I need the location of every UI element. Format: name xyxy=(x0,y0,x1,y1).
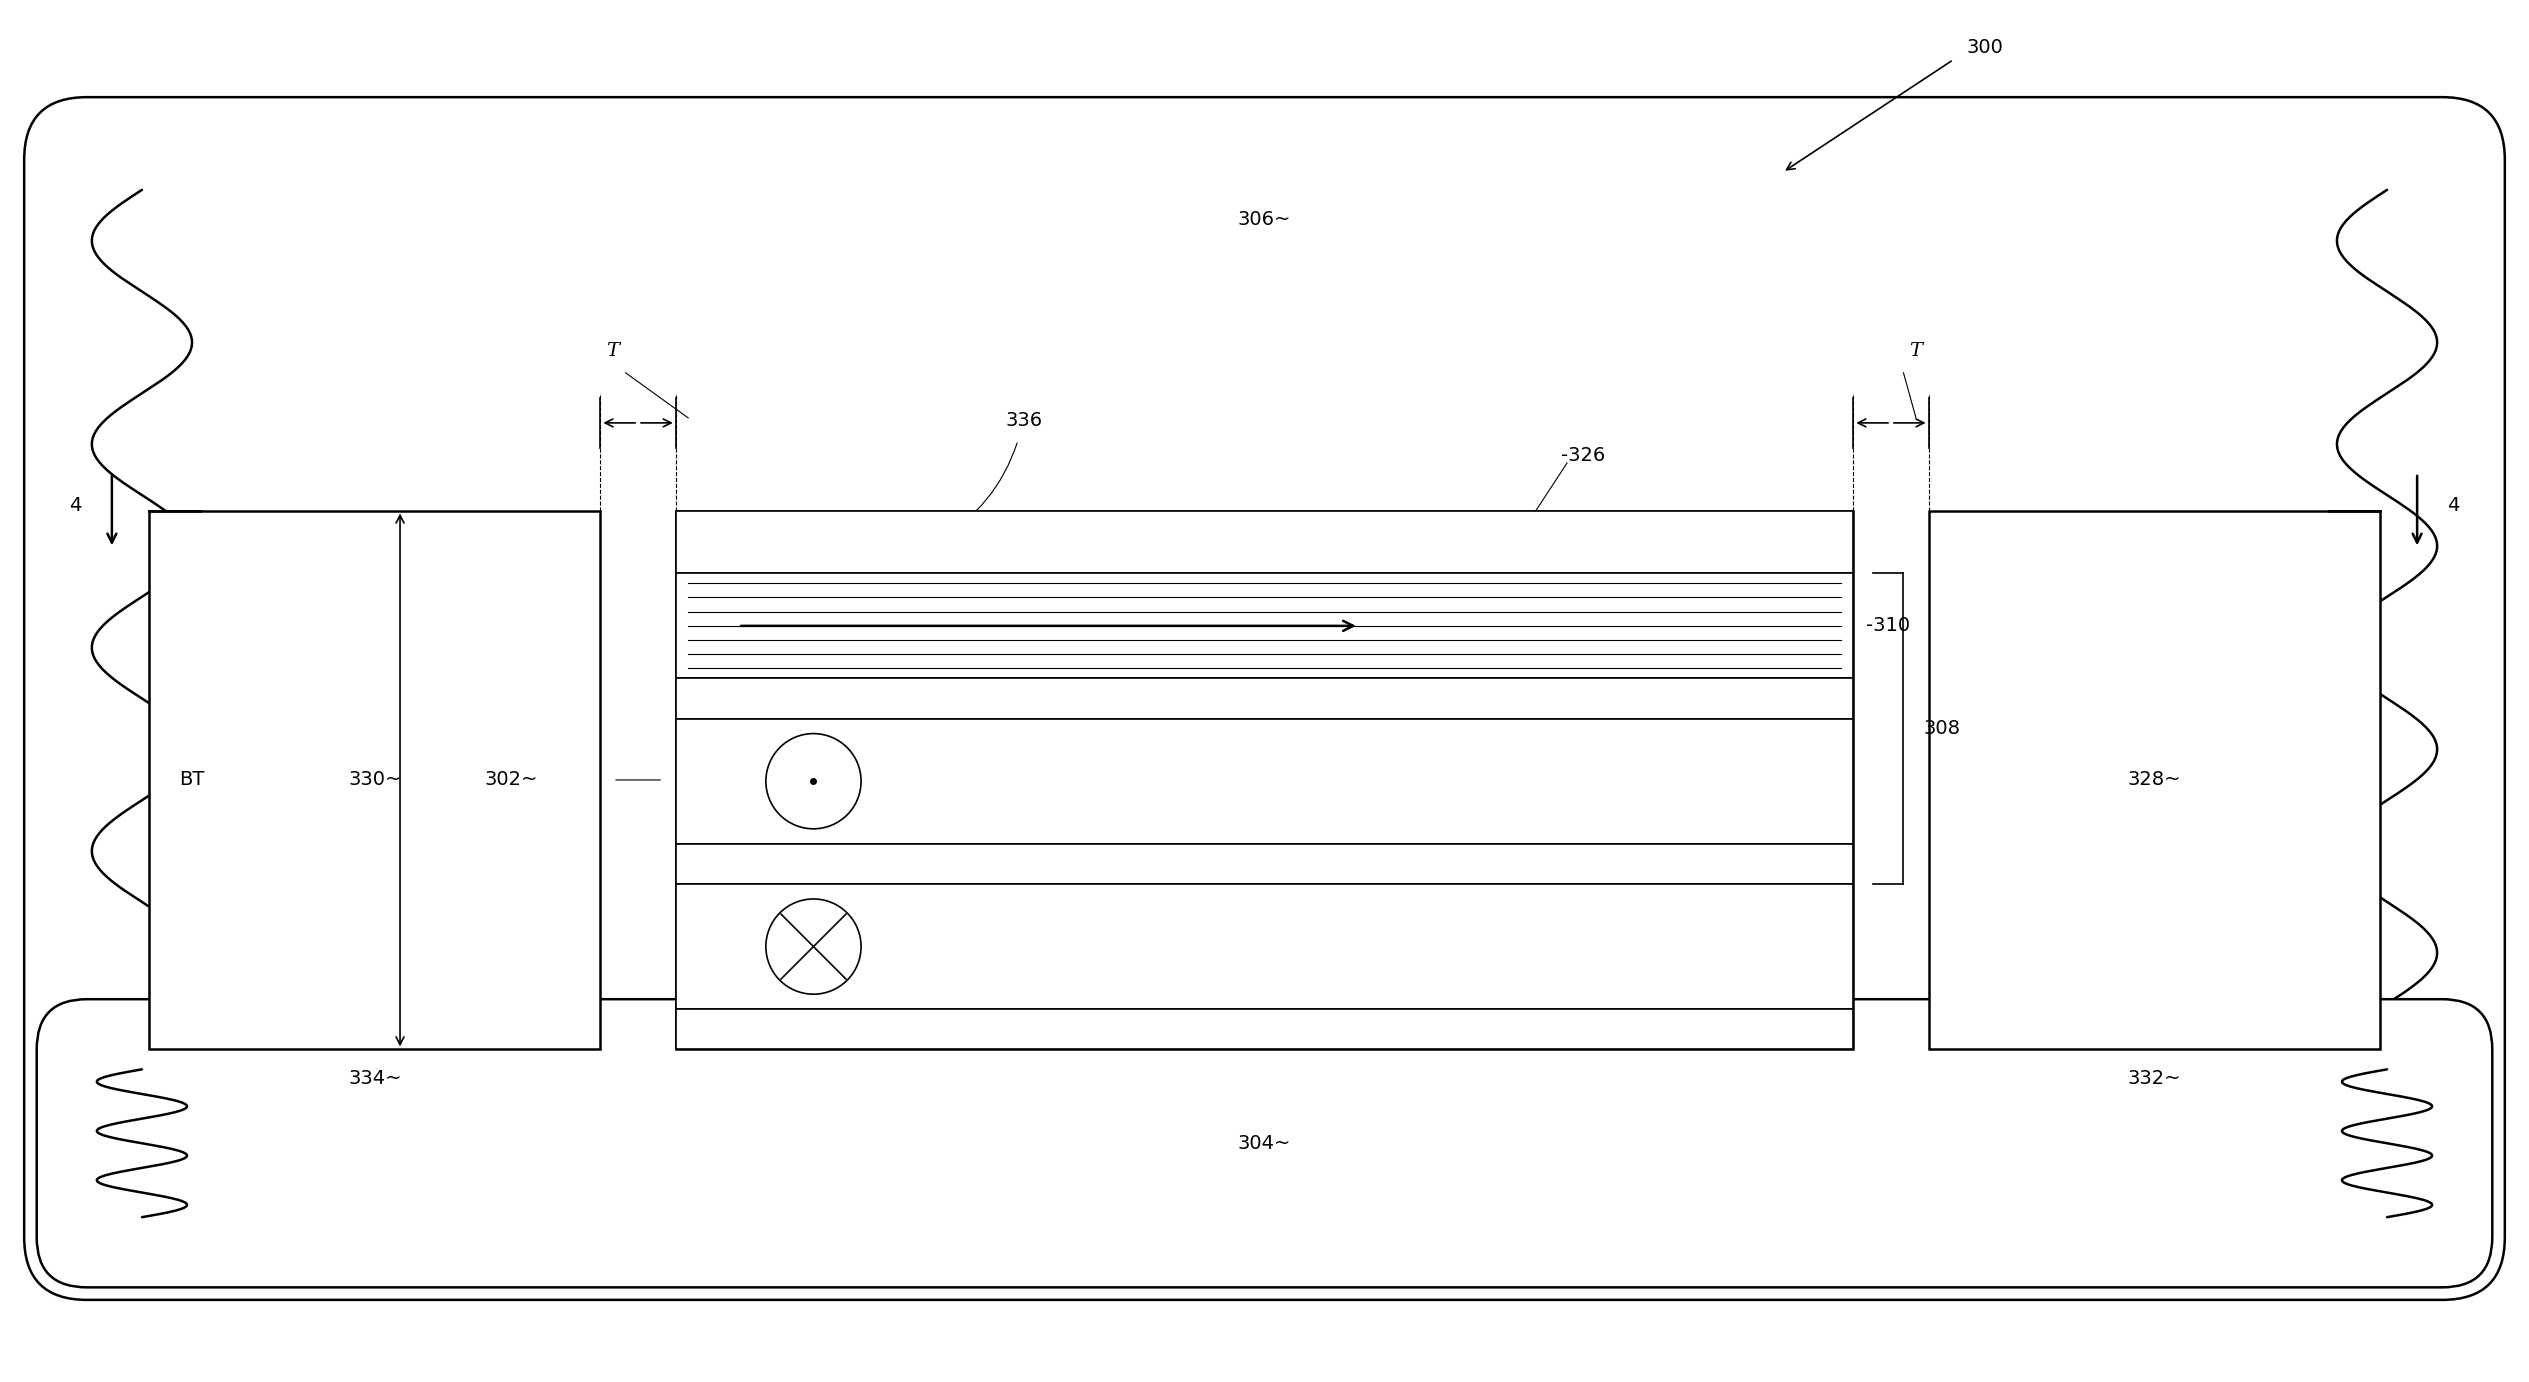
Text: ~322: ~322 xyxy=(873,937,928,956)
Text: -312: -312 xyxy=(1560,690,1606,708)
Text: 336: 336 xyxy=(1007,412,1042,430)
Text: 334~: 334~ xyxy=(349,1070,402,1089)
Text: -326: -326 xyxy=(1560,446,1606,466)
Text: 332~: 332~ xyxy=(2127,1070,2180,1089)
Text: -314: -314 xyxy=(1300,937,1345,956)
Text: 308: 308 xyxy=(1925,719,1960,738)
Bar xyxy=(149,510,599,1049)
Bar xyxy=(675,844,1854,884)
Bar xyxy=(675,884,1854,1009)
FancyBboxPatch shape xyxy=(25,97,2504,1300)
Text: 328~: 328~ xyxy=(2127,770,2180,789)
Text: T: T xyxy=(607,343,620,361)
Bar xyxy=(675,574,1854,679)
Bar xyxy=(675,679,1854,719)
Text: 330~: 330~ xyxy=(349,770,402,789)
Text: 304~: 304~ xyxy=(1237,1133,1292,1153)
Text: -316: -316 xyxy=(1300,771,1345,791)
Bar xyxy=(675,510,1854,1049)
Bar xyxy=(675,719,1854,844)
Text: -318: -318 xyxy=(1560,854,1606,873)
Text: T: T xyxy=(1909,343,1922,361)
Text: 300: 300 xyxy=(1965,37,2003,57)
Text: 306~: 306~ xyxy=(1237,210,1292,229)
Text: -320: -320 xyxy=(1123,1020,1168,1039)
Text: 4: 4 xyxy=(68,496,81,515)
Bar xyxy=(675,1009,1854,1049)
Bar xyxy=(675,510,1854,574)
FancyBboxPatch shape xyxy=(38,999,2491,1288)
Bar xyxy=(1930,510,2380,1049)
Text: BT: BT xyxy=(180,770,205,789)
Text: ~324: ~324 xyxy=(873,771,928,791)
Text: 4: 4 xyxy=(2448,496,2461,515)
Text: -310: -310 xyxy=(1866,616,1909,636)
Text: 302~: 302~ xyxy=(486,770,539,789)
